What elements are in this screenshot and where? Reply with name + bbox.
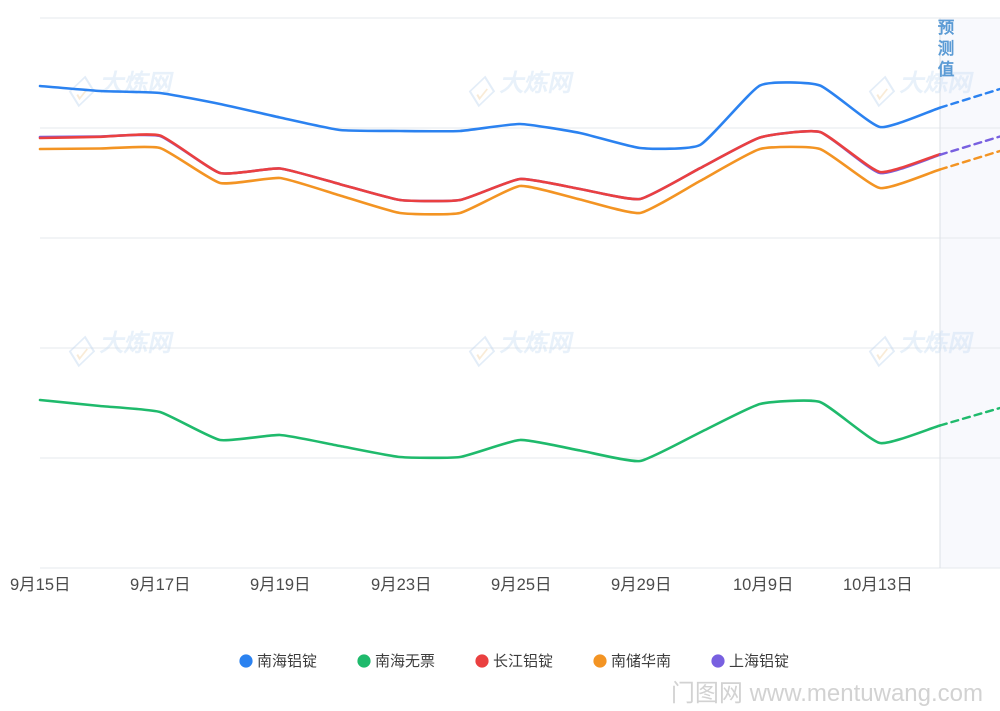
svg-text:9月15日: 9月15日 bbox=[10, 576, 71, 594]
svg-text:10月13日: 10月13日 bbox=[843, 576, 913, 594]
svg-text:9月19日: 9月19日 bbox=[250, 576, 311, 594]
svg-text:9月23日: 9月23日 bbox=[371, 576, 432, 594]
svg-text:长江铝锭: 长江铝锭 bbox=[493, 653, 553, 670]
svg-text:9月17日: 9月17日 bbox=[130, 576, 191, 594]
svg-text:9月29日: 9月29日 bbox=[611, 576, 672, 594]
svg-text:门图网 www.mentuwang.com: 门图网 www.mentuwang.com bbox=[671, 680, 983, 707]
svg-text:南海铝锭: 南海铝锭 bbox=[257, 653, 317, 670]
svg-text:10月9日: 10月9日 bbox=[733, 576, 794, 594]
svg-text:测: 测 bbox=[938, 38, 955, 58]
svg-text:9月25日: 9月25日 bbox=[491, 576, 552, 594]
svg-text:预: 预 bbox=[938, 18, 955, 37]
svg-text:南海无票: 南海无票 bbox=[375, 653, 435, 670]
svg-text:上海铝锭: 上海铝锭 bbox=[729, 653, 789, 670]
svg-text:值: 值 bbox=[938, 59, 955, 79]
svg-text:南储华南: 南储华南 bbox=[611, 653, 671, 670]
